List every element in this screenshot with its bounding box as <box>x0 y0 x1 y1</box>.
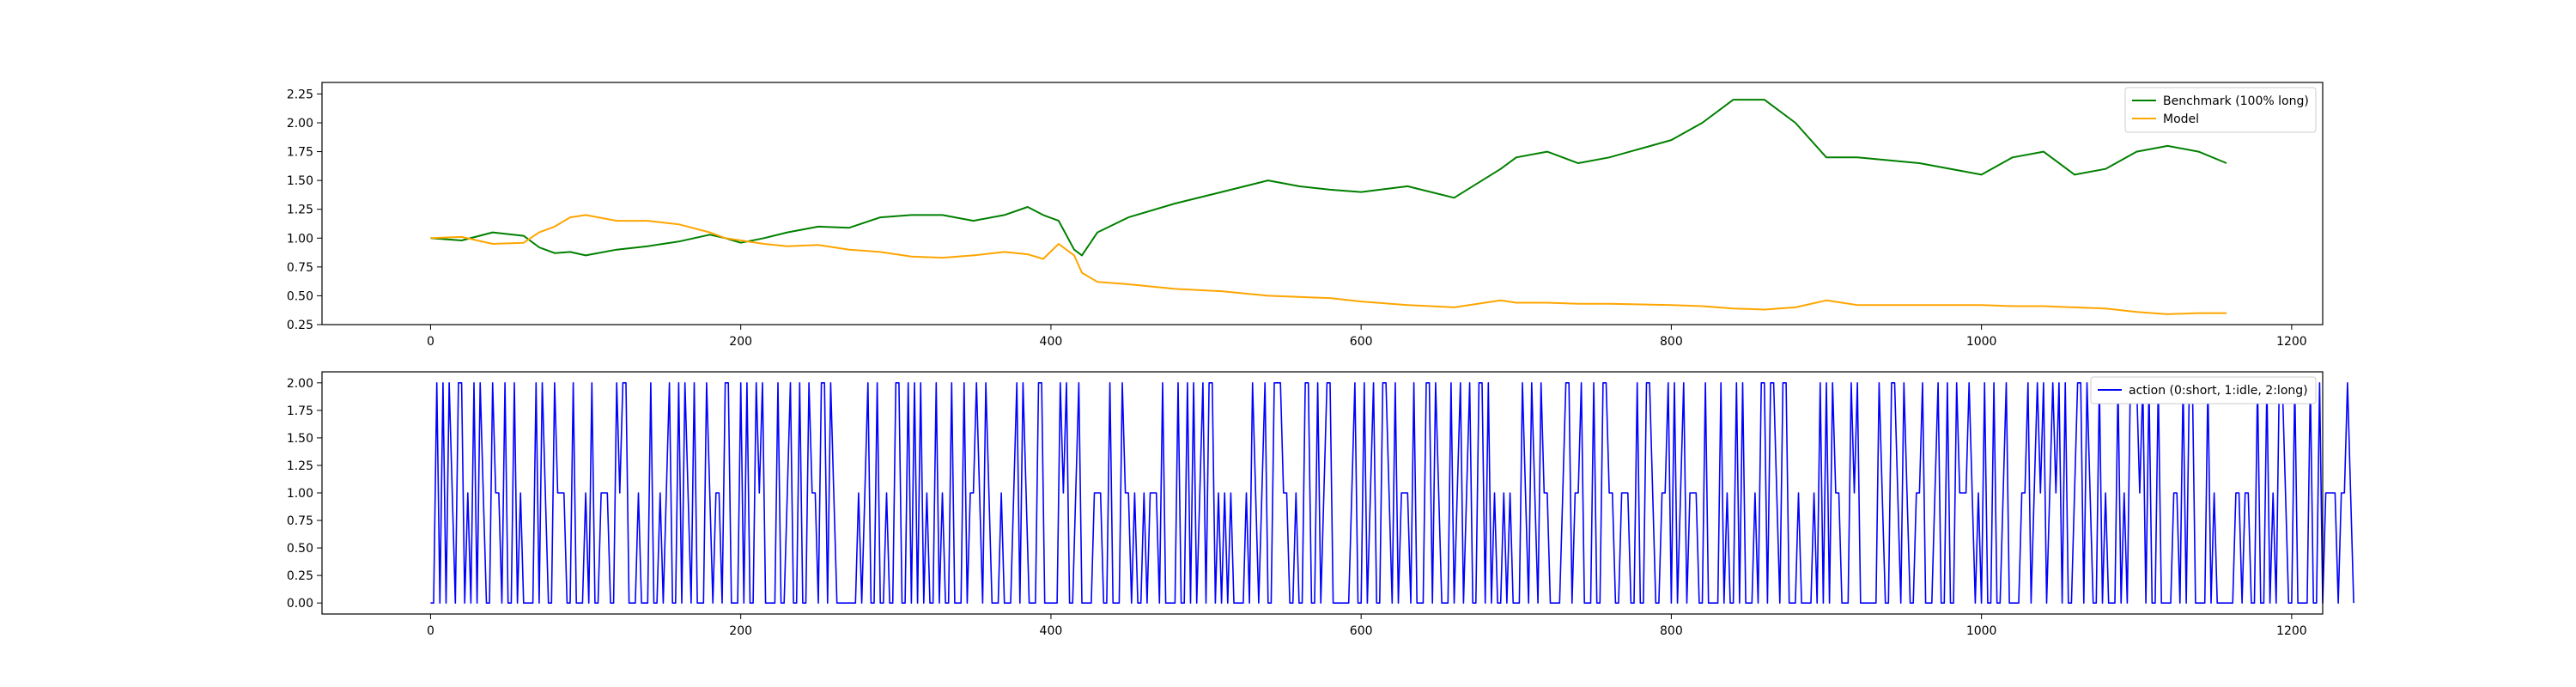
x-tick-label: 0 <box>427 335 434 349</box>
x-tick-label: 800 <box>1660 335 1683 349</box>
price-chart-legend: Benchmark (100% long) Model <box>2124 87 2317 133</box>
y-tick-label: 0.25 <box>287 319 313 332</box>
y-tick-label: 0.75 <box>287 261 313 275</box>
y-tick-label: 1.50 <box>287 432 313 446</box>
legend-label-model: Model <box>2163 112 2199 126</box>
y-tick-label: 1.25 <box>287 459 313 473</box>
x-tick-label: 0 <box>427 624 434 638</box>
price-chart-y-axis: 0.25 0.50 0.75 1.00 1.25 1.50 1.75 2.00 2.25 <box>287 88 322 332</box>
x-tick-label: 800 <box>1660 624 1683 638</box>
price-chart-legend-box <box>2124 87 2317 133</box>
price-chart: 0 200 400 600 800 1000 1200 0.25 0.50 0.75 1.00 1.… <box>287 82 2324 349</box>
legend-label-benchmark: Benchmark (100% long) <box>2163 94 2309 108</box>
price-chart-plot-area <box>430 99 2227 315</box>
series-line-0-1 <box>430 214 2227 315</box>
action-chart: 0 200 400 600 800 1000 1200 0.00 0.25 0.50 0.75 1.… <box>287 371 2354 638</box>
y-tick-label: 1.25 <box>287 204 313 217</box>
action-chart-x-axis: 0 200 400 600 800 1000 1200 <box>427 614 2307 638</box>
x-tick-label: 400 <box>1040 335 1063 349</box>
x-tick-label: 200 <box>729 624 752 638</box>
x-tick-label: 1200 <box>2276 624 2307 638</box>
x-tick-label: 1000 <box>1966 624 1997 638</box>
y-tick-label: 0.50 <box>287 542 313 556</box>
legend-label-action: action (0:short, 1:idle, 2:long) <box>2129 384 2308 398</box>
price-chart-x-axis: 0 200 400 600 800 1000 1200 <box>427 325 2307 349</box>
y-tick-label: 0.00 <box>287 597 313 611</box>
x-tick-label: 1000 <box>1966 335 1997 349</box>
series-line-0-0 <box>430 99 2227 257</box>
x-tick-label: 1200 <box>2276 335 2307 349</box>
y-tick-label: 1.75 <box>287 404 313 418</box>
action-chart-legend: action (0:short, 1:idle, 2:long) <box>2090 376 2317 404</box>
y-tick-label: 0.25 <box>287 569 313 583</box>
price-chart-axes-frame <box>321 82 2324 325</box>
y-tick-label: 1.00 <box>287 232 313 246</box>
action-chart-plot-area <box>430 381 2354 605</box>
y-tick-label: 1.50 <box>287 174 313 188</box>
y-tick-label: 2.25 <box>287 88 313 101</box>
x-tick-label: 600 <box>1350 335 1373 349</box>
action-chart-y-axis: 0.00 0.25 0.50 0.75 1.00 1.25 1.50 1.75 2.00 <box>287 377 322 611</box>
y-tick-label: 0.50 <box>287 289 313 303</box>
action-chart-legend-box <box>2090 376 2317 404</box>
x-tick-label: 200 <box>729 335 752 349</box>
y-tick-label: 1.00 <box>287 487 313 501</box>
series-line-1-0 <box>430 381 2354 605</box>
y-tick-label: 1.75 <box>287 146 313 160</box>
y-tick-label: 2.00 <box>287 377 313 391</box>
x-tick-label: 600 <box>1350 624 1373 638</box>
x-tick-label: 400 <box>1040 624 1063 638</box>
y-tick-label: 0.75 <box>287 514 313 528</box>
y-tick-label: 2.00 <box>287 117 313 131</box>
